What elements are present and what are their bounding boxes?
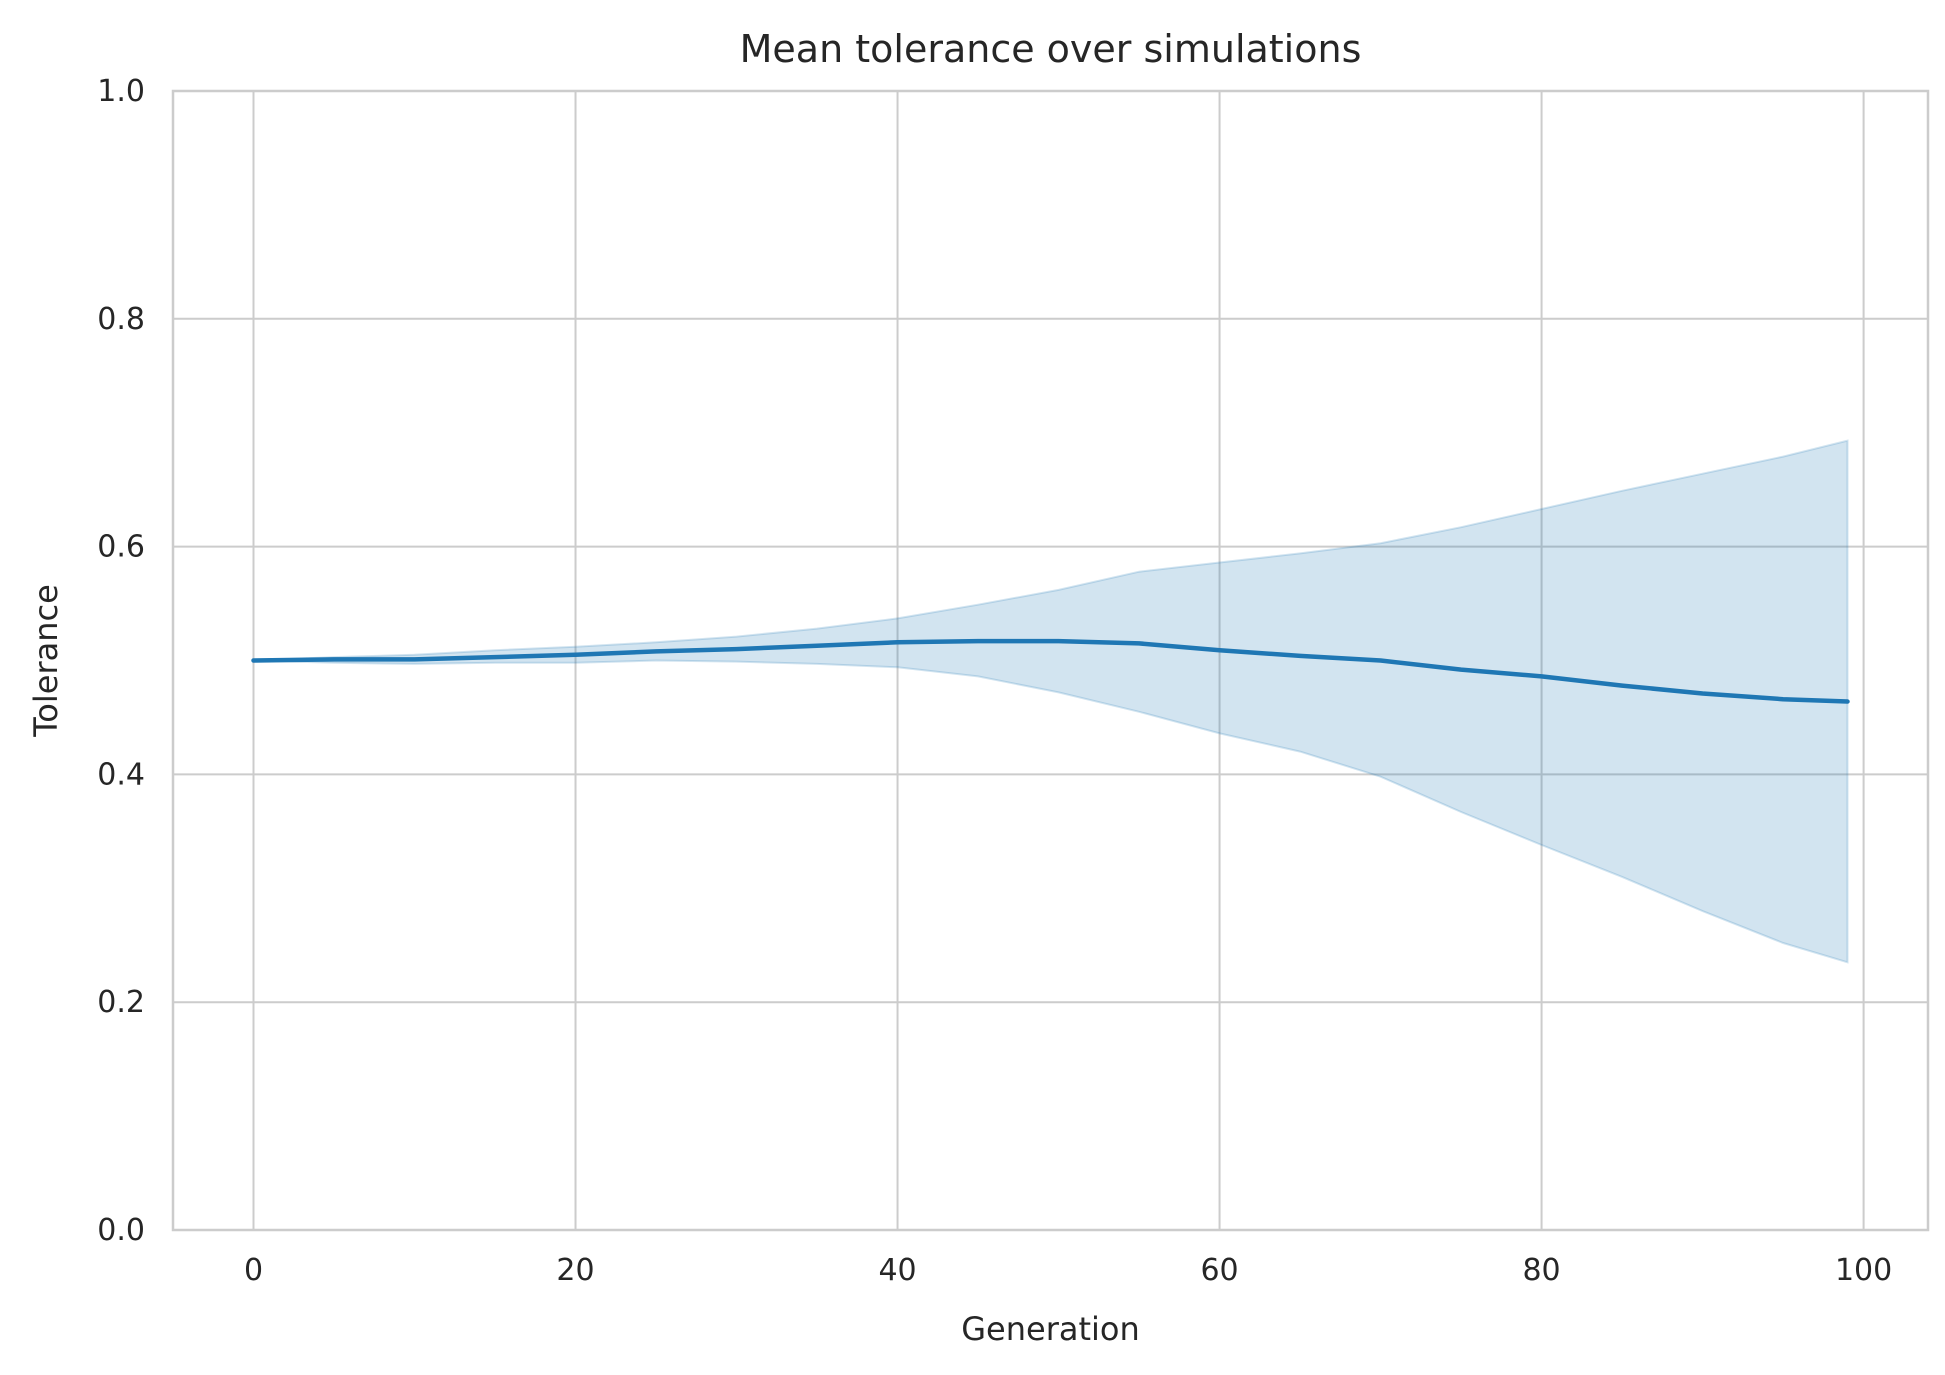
mean-line — [251, 638, 1850, 704]
x-tick-label: 40 — [878, 1253, 916, 1288]
x-tick-label: 100 — [1835, 1253, 1892, 1288]
mean-line-layer — [251, 638, 1850, 704]
chart-title: Mean tolerance over simulations — [740, 27, 1362, 71]
y-tick-label: 0.6 — [97, 530, 145, 565]
x-tick-label: 80 — [1522, 1253, 1560, 1288]
y-tick-label: 0.4 — [97, 757, 145, 792]
y-tick-label: 0.0 — [97, 1213, 145, 1248]
x-axis-label: Generation — [961, 1310, 1140, 1348]
x-tick-label: 60 — [1200, 1253, 1238, 1288]
x-tick-labels: 0 20 40 60 80 100 — [244, 1253, 1892, 1288]
confidence-band — [253, 439, 1849, 964]
y-tick-label: 0.2 — [97, 985, 145, 1020]
y-tick-labels: 0.0 0.2 0.4 0.6 0.8 1.0 — [97, 74, 145, 1248]
x-tick-label: 20 — [556, 1253, 594, 1288]
confidence-band-layer — [253, 439, 1849, 964]
y-tick-label: 0.8 — [97, 302, 145, 337]
y-tick-label: 1.0 — [97, 74, 145, 109]
y-axis-label: Tolerance — [27, 584, 65, 738]
plot-frame — [171, 89, 1930, 1232]
x-tick-label: 0 — [244, 1253, 263, 1288]
